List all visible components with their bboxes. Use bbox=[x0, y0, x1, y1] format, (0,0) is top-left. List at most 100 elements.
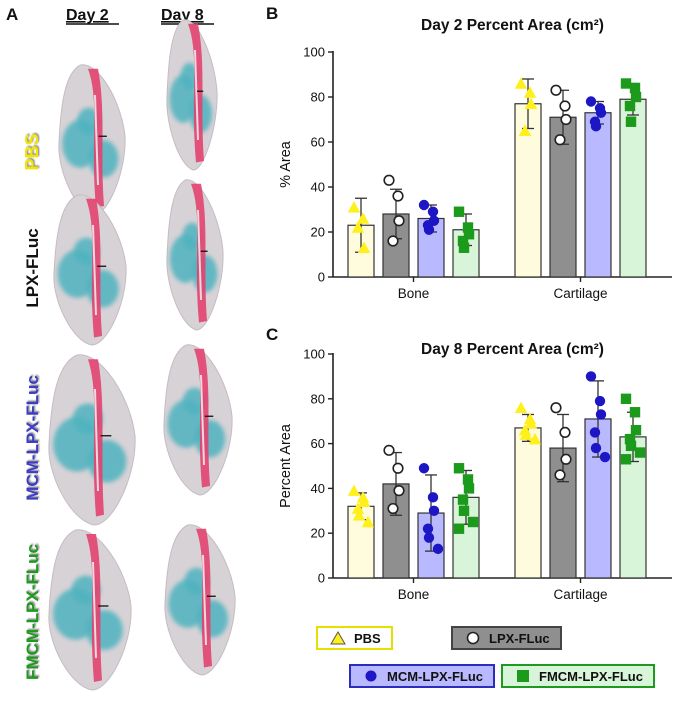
specimen-fmcm-lpx-fluc-day-8 bbox=[164, 524, 236, 676]
specimen-images bbox=[48, 19, 236, 691]
y-tick-label: 100 bbox=[303, 45, 325, 60]
bar bbox=[514, 103, 542, 278]
data-point bbox=[423, 532, 435, 543]
data-point bbox=[422, 523, 434, 534]
data-point bbox=[624, 100, 636, 112]
chart-title: Day 8 Percent Area (cm²) bbox=[421, 341, 604, 358]
data-point bbox=[585, 96, 597, 107]
specimen-lpx-fluc-day-2 bbox=[53, 194, 127, 346]
histology-panel: A Day 2 Day 8 PBS LPX-FLuc MCM-LPX-FLuc … bbox=[0, 0, 270, 703]
data-point bbox=[418, 463, 430, 474]
y-axis-label: Percent Area bbox=[278, 423, 294, 508]
legend-label-pbs: PBS bbox=[354, 630, 381, 646]
x-tick-label: Bone bbox=[398, 286, 430, 301]
data-point bbox=[462, 474, 474, 485]
data-point bbox=[560, 453, 572, 465]
data-point bbox=[351, 221, 365, 233]
data-point bbox=[630, 424, 642, 436]
specimen-fmcm-lpx-fluc-day-2 bbox=[48, 529, 132, 691]
data-point bbox=[458, 242, 470, 253]
data-point bbox=[357, 495, 371, 508]
data-point bbox=[432, 543, 444, 555]
circle-marker-icon bbox=[363, 668, 379, 684]
y-tick-label: 40 bbox=[311, 180, 325, 195]
chart-title: Day 2 Percent Area (cm²) bbox=[421, 17, 604, 34]
data-point bbox=[519, 428, 533, 440]
y-tick-label: 80 bbox=[311, 391, 325, 406]
data-point bbox=[599, 451, 611, 463]
panel-label: C bbox=[266, 325, 278, 344]
data-point bbox=[427, 492, 439, 503]
x-tick-label: Bone bbox=[398, 587, 430, 602]
cartilage-region bbox=[85, 610, 123, 650]
data-point bbox=[624, 433, 636, 445]
data-point bbox=[559, 100, 571, 112]
data-point bbox=[518, 124, 532, 136]
y-tick-label: 40 bbox=[311, 481, 325, 496]
data-point bbox=[467, 516, 479, 528]
legend-item-pbs: PBS bbox=[316, 626, 393, 650]
data-point bbox=[550, 402, 562, 414]
data-point bbox=[585, 371, 597, 382]
y-tick-label: 0 bbox=[318, 571, 325, 586]
data-point bbox=[383, 444, 395, 456]
data-point bbox=[629, 82, 641, 94]
data-point bbox=[352, 509, 366, 521]
chart-day-8: C Day 8 Percent Area (cm²) 0 20 40 60 80 100 Per… bbox=[262, 325, 678, 625]
cartilage-region bbox=[182, 222, 202, 250]
panel-label: B bbox=[266, 4, 278, 23]
bar bbox=[584, 112, 612, 278]
panel-a-label: A bbox=[6, 5, 18, 24]
y-tick-label: 60 bbox=[311, 436, 325, 451]
cartilage-region bbox=[86, 270, 119, 308]
cartilage-region bbox=[194, 420, 226, 458]
data-point bbox=[620, 454, 632, 465]
cartilage-region bbox=[88, 140, 119, 178]
y-axis-label: % Area bbox=[278, 140, 294, 188]
data-point bbox=[427, 206, 439, 217]
marrow-line bbox=[197, 209, 202, 301]
data-point bbox=[554, 469, 566, 481]
cartilage-region bbox=[180, 62, 199, 90]
histology-figure: A Day 2 Day 8 PBS LPX-FLuc MCM-LPX-FLuc … bbox=[6, 5, 236, 691]
data-point bbox=[524, 417, 538, 429]
marrow-line bbox=[94, 388, 99, 492]
data-point bbox=[462, 222, 474, 233]
y-tick-label: 60 bbox=[311, 135, 325, 150]
specimen-pbs-day-8 bbox=[166, 19, 218, 171]
y-tick-label: 100 bbox=[303, 347, 325, 362]
data-point bbox=[347, 484, 361, 496]
data-point bbox=[634, 447, 646, 458]
data-point bbox=[428, 505, 440, 516]
column-label-day-2: Day 2 bbox=[66, 7, 109, 24]
chart-day-8-svg: C Day 8 Percent Area (cm²) 0 20 40 60 80 100 Per… bbox=[266, 325, 672, 602]
data-point bbox=[523, 86, 537, 98]
y-tick-label: 20 bbox=[311, 225, 325, 240]
data-point bbox=[458, 505, 470, 516]
x-tick-label: Cartilage bbox=[553, 587, 607, 602]
legend-label-lpx-fluc: LPX-FLuc bbox=[489, 630, 550, 646]
specimen-mcm-lpx-fluc-day-2 bbox=[48, 354, 136, 526]
marrow-line bbox=[92, 561, 97, 659]
data-point bbox=[347, 201, 361, 213]
data-point bbox=[463, 483, 475, 494]
legend-label-mcm-lpx-fluc: MCM-LPX-FLuc bbox=[387, 668, 484, 684]
data-point bbox=[620, 393, 632, 404]
data-point bbox=[351, 502, 365, 514]
data-point bbox=[387, 235, 399, 247]
chart-day-2: B Day 2 Percent Area (cm²) 0 20 40 60 80 100 % A… bbox=[262, 0, 678, 325]
data-point bbox=[625, 116, 637, 127]
chart-legend: PBS LPX-FLuc MCM-LPX-FLuc FMCM-LPX-FLuc bbox=[280, 622, 678, 703]
legend-item-fmcm-lpx-fluc: FMCM-LPX-FLuc bbox=[501, 664, 655, 688]
data-point bbox=[590, 442, 602, 454]
y-tick-label: 20 bbox=[311, 526, 325, 541]
data-point bbox=[392, 462, 404, 474]
data-point bbox=[550, 84, 562, 96]
data-point bbox=[383, 174, 395, 186]
marrow-line bbox=[194, 49, 199, 141]
row-label-fmcm-lpx-fluc: FMCM-LPX-FLuc bbox=[23, 544, 42, 680]
data-point bbox=[625, 440, 637, 452]
data-point bbox=[589, 427, 601, 438]
data-point bbox=[590, 121, 602, 132]
data-point bbox=[595, 409, 607, 420]
